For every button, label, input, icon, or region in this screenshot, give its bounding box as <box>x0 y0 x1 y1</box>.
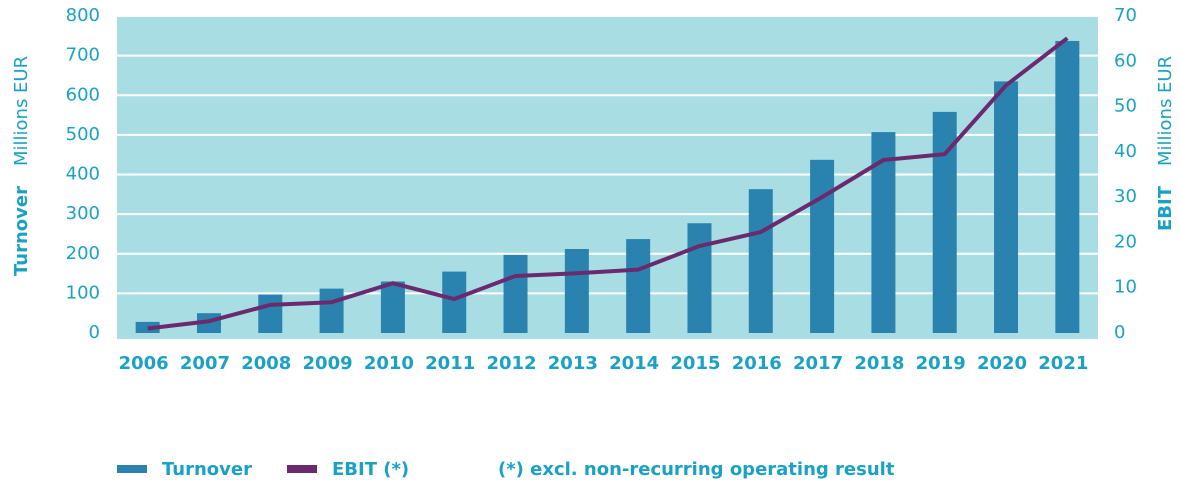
bar <box>319 288 344 333</box>
bar <box>442 271 467 333</box>
x-tick-label: 2018 <box>854 353 904 374</box>
legend-label: EBIT (*) <box>332 459 409 480</box>
y2-tick-label: 40 <box>1114 141 1137 162</box>
y-unit: Millions EUR <box>11 56 32 166</box>
bar <box>1055 40 1080 334</box>
legend-swatch <box>287 465 317 473</box>
x-tick-label: 2013 <box>548 353 598 374</box>
legend-swatch <box>117 465 147 473</box>
y-tick-label: 300 <box>66 203 100 224</box>
x-tick-label: 2008 <box>241 353 291 374</box>
y2-tick-label: 70 <box>1114 5 1137 26</box>
y-tick-label: 800 <box>66 5 100 26</box>
note: (*) excl. non-recurring operating result <box>498 459 895 480</box>
bar <box>503 254 528 333</box>
x-tick-label: 2017 <box>793 353 843 374</box>
bar <box>748 189 773 333</box>
y-title: Turnover <box>11 186 32 276</box>
line <box>147 36 1069 331</box>
x-tick-label: 2007 <box>180 353 230 374</box>
bar <box>994 81 1019 333</box>
x-tick-label: 2010 <box>364 353 414 374</box>
x-tick-label: 2006 <box>119 353 169 374</box>
bar <box>564 248 589 333</box>
y2-tick-label: 60 <box>1114 50 1137 71</box>
x-tick-label: 2019 <box>916 353 966 374</box>
x-tick-label: 2011 <box>425 353 475 374</box>
bar <box>810 159 835 333</box>
y-tick-label: 200 <box>66 243 100 264</box>
x-tick-label: 2020 <box>977 353 1027 374</box>
x-tick-label: 2012 <box>486 353 536 374</box>
y-tick-label: 500 <box>66 124 100 145</box>
x-tick-label: 2009 <box>303 353 353 374</box>
y2-title: EBIT <box>1155 185 1176 231</box>
y2-unit: Millions EUR <box>1155 56 1176 166</box>
y2-tick-label: 10 <box>1114 277 1137 298</box>
bar <box>626 239 651 333</box>
bar <box>932 111 957 333</box>
y2-tick-label: 50 <box>1114 96 1137 117</box>
y-tick-label: 0 <box>89 322 100 343</box>
bar <box>380 281 405 333</box>
y-tick-label: 600 <box>66 84 100 105</box>
y2-tick-label: 30 <box>1114 186 1137 207</box>
bar <box>258 294 283 333</box>
y-tick-label: 100 <box>66 282 100 303</box>
x-tick-label: 2016 <box>732 353 782 374</box>
x-tick-label: 2021 <box>1038 353 1088 374</box>
y2-tick-label: 20 <box>1114 231 1137 252</box>
y-tick-label: 700 <box>66 45 100 66</box>
y-tick-label: 400 <box>66 164 100 185</box>
x-tick-label: 2014 <box>609 353 659 374</box>
legend-label: Turnover <box>162 459 252 480</box>
x-tick-label: 2015 <box>670 353 720 374</box>
y2-tick-label: 0 <box>1114 322 1125 343</box>
bar <box>687 223 712 333</box>
